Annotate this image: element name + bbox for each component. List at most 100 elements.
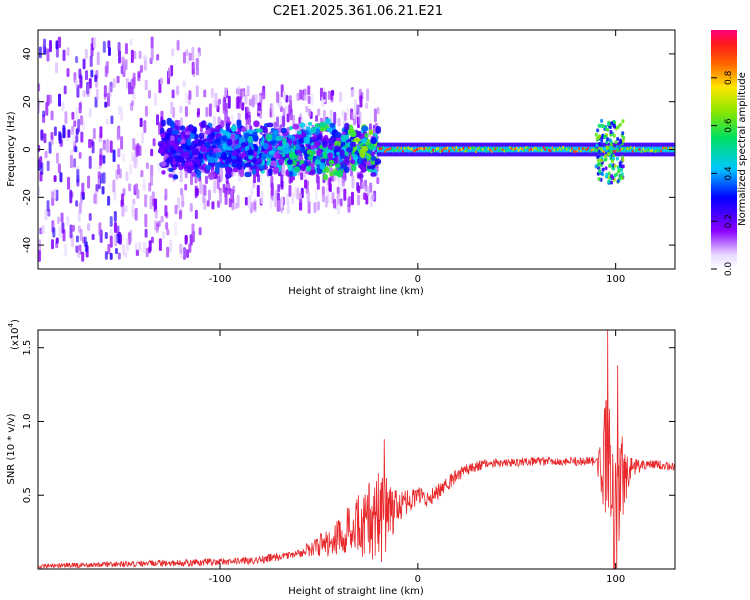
spectrogram-cell (370, 160, 376, 165)
spectrogram-cell (185, 145, 191, 151)
spectrogram-cell (46, 160, 50, 172)
spectrogram-cell (376, 177, 380, 185)
spectrogram-cell (105, 61, 109, 74)
spectrogram-cell (189, 203, 193, 212)
spectrogram-cell (214, 162, 221, 167)
spectrogram-cell (337, 117, 341, 127)
spectrogram-cell (222, 163, 229, 168)
spectrogram-cell (91, 233, 95, 241)
spectrogram-cell (79, 228, 83, 241)
spectrogram-cell (282, 137, 287, 146)
spectrogram-cell (66, 47, 70, 56)
spectrogram-cell (288, 151, 296, 159)
spectrogram-cell (602, 124, 606, 129)
spectrogram-cell (98, 222, 102, 236)
spectrogram-cell (251, 168, 257, 175)
spectrogram-cell (285, 94, 289, 103)
spectrogram-cell (174, 156, 182, 163)
spectrogram-cell (618, 122, 622, 127)
spectrogram-cell (335, 136, 342, 142)
spectrogram-cell (336, 193, 340, 205)
spectrogram-cell (352, 112, 356, 119)
colorbar-tick-label: 0.0 (724, 262, 734, 277)
spectrogram-cell (179, 105, 183, 114)
spectrogram-cell (314, 187, 318, 201)
spectrogram-cell (66, 68, 70, 78)
spectrogram-cell (613, 173, 617, 178)
spectrogram-cell (154, 208, 158, 219)
spectrogram-cell (84, 70, 88, 81)
spectrogram-cell (281, 163, 285, 177)
spectrogram-cell (597, 142, 601, 147)
spectrogram-cell (174, 125, 180, 131)
spectrogram-cell (334, 145, 340, 151)
spectrogram-cell (617, 168, 621, 173)
spectrogram-cell (58, 36, 62, 48)
spectrogram-cell (196, 66, 200, 76)
spectrogram-cell (314, 159, 321, 166)
spectrogram-cell (350, 191, 354, 206)
spectrogram-cell (215, 151, 222, 158)
spectrogram-cell (224, 194, 228, 205)
spectrogram-cell (75, 134, 79, 143)
spectrogram-cell (186, 137, 192, 146)
spectrogram-cell (69, 224, 73, 239)
spectrogram-cell (236, 119, 242, 126)
spectrogram-cell (603, 146, 607, 151)
spectrogram-cell (191, 223, 195, 237)
spectrogram-cell (168, 173, 174, 178)
spectrogram-cell (116, 75, 120, 84)
spectrogram-cell (138, 145, 142, 157)
spectrogram-cell (125, 238, 129, 252)
spectrogram-cell (244, 94, 248, 105)
spectrogram-cell (262, 90, 266, 100)
spectrogram-cell (164, 205, 168, 217)
spectrogram-cell (315, 115, 319, 122)
spectrogram-cell (140, 170, 144, 178)
spectrogram-cell (247, 135, 254, 144)
spectrogram-cell (45, 101, 49, 116)
spectrogram-cell (75, 245, 79, 253)
spectrogram-cell (125, 171, 129, 182)
spectrogram-cell (235, 96, 239, 110)
spectrogram-cell (157, 220, 161, 227)
spectrogram-cell (280, 127, 288, 134)
spectrogram-cell (231, 150, 238, 156)
spectrogram-cell (171, 129, 176, 135)
spectrogram-cell (224, 111, 228, 123)
spectrogram-cell (230, 125, 237, 132)
spectrogram-cell (144, 105, 148, 117)
spectrogram-cell (82, 58, 86, 70)
spectrogram-cell (317, 201, 321, 211)
spectrogram-cell (166, 156, 174, 164)
spectrogram-cell (99, 154, 103, 166)
spectrogram-cell (232, 167, 239, 173)
spectrogram-cell (102, 172, 106, 184)
spectrogram-cell (261, 153, 267, 161)
colorbar: 0.0 0.2 0.4 0.6 0.8 Normalized spectral ampl… (711, 30, 748, 276)
spectrogram-cell (62, 49, 66, 62)
snr-ticks: -100 0 100 0.5 1.0 1.5 (22, 330, 675, 585)
spectrogram-cell (38, 83, 41, 92)
spectrogram-cell (287, 138, 293, 144)
spectrogram-cell (260, 190, 264, 205)
spectrogram-cell (241, 102, 245, 111)
spectrogram-cell (343, 188, 347, 201)
spectrogram-cell (226, 132, 232, 138)
spectrogram-cell (321, 158, 326, 164)
spectrogram-cell (162, 231, 166, 240)
spectrogram-cell (266, 122, 274, 128)
spectrogram-cell (184, 183, 188, 191)
spectrogram-cell (287, 165, 294, 172)
spectrogram-cell (616, 179, 620, 184)
spectrogram-cell (38, 186, 41, 196)
spectrogram-cell (67, 129, 71, 138)
spectrogram-cell (186, 249, 190, 259)
spectrogram-cell (304, 136, 310, 145)
spectrogram-cell (101, 186, 105, 195)
spectrogram-cell (160, 161, 167, 167)
spectrogram-cell (299, 89, 303, 100)
spectrogram-cell (326, 127, 333, 132)
spectrogram-cell (109, 252, 113, 260)
spectrogram-cell (102, 155, 106, 164)
